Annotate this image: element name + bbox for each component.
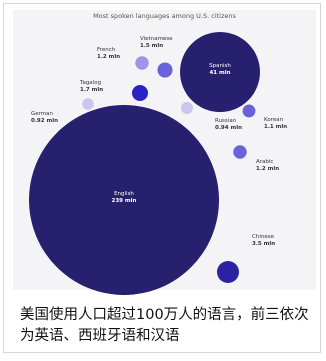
label-arabic-name: Arabic xyxy=(256,159,273,165)
label-german-value: 0.92 mln xyxy=(31,118,58,124)
label-tagalog-name: Tagalog xyxy=(79,80,101,86)
label-arabic-value: 1.2 mln xyxy=(256,166,279,172)
bubble-english xyxy=(29,105,219,295)
label-chinese-value: 3.5 mln xyxy=(252,241,275,247)
label-english-value: 239 mln xyxy=(112,198,137,204)
bubble-arabic xyxy=(233,145,247,159)
bubble-vietnamese xyxy=(157,62,173,78)
label-german-name: German xyxy=(31,111,54,117)
label-french-value: 1.2 mln xyxy=(97,54,120,60)
label-english-name: English xyxy=(114,191,134,197)
label-vietnamese-name: Vietnamese xyxy=(140,36,173,42)
bubble-russian xyxy=(181,102,193,114)
bubble-chinese xyxy=(217,261,239,283)
label-russian-value: 0.94 mln xyxy=(215,125,242,131)
bubble-french xyxy=(135,56,149,70)
figure-frame xyxy=(3,3,321,353)
label-chinese-name: Chinese xyxy=(252,234,275,240)
bubble-tagalog xyxy=(131,84,149,102)
label-korean-name: Korean xyxy=(264,117,284,123)
label-russian-name: Russian xyxy=(215,118,237,124)
label-spanish-value: 41 mln xyxy=(209,70,230,76)
chart-title: Most spoken languages among U.S. citizen… xyxy=(93,12,236,20)
label-vietnamese-value: 1.5 mln xyxy=(140,43,163,49)
label-french-name: French xyxy=(97,47,116,53)
caption-text: 美国使用人口超过100万人的语言，前三依次为英语、西班牙语和汉语 xyxy=(20,307,309,344)
bubble-korean xyxy=(242,104,256,118)
label-spanish-name: Spanish xyxy=(209,63,231,69)
label-tagalog-value: 1.7 mln xyxy=(80,87,103,93)
label-korean-value: 1.1 mln xyxy=(264,124,287,130)
bubble-spanish xyxy=(180,32,260,112)
bubble-german xyxy=(82,98,94,110)
